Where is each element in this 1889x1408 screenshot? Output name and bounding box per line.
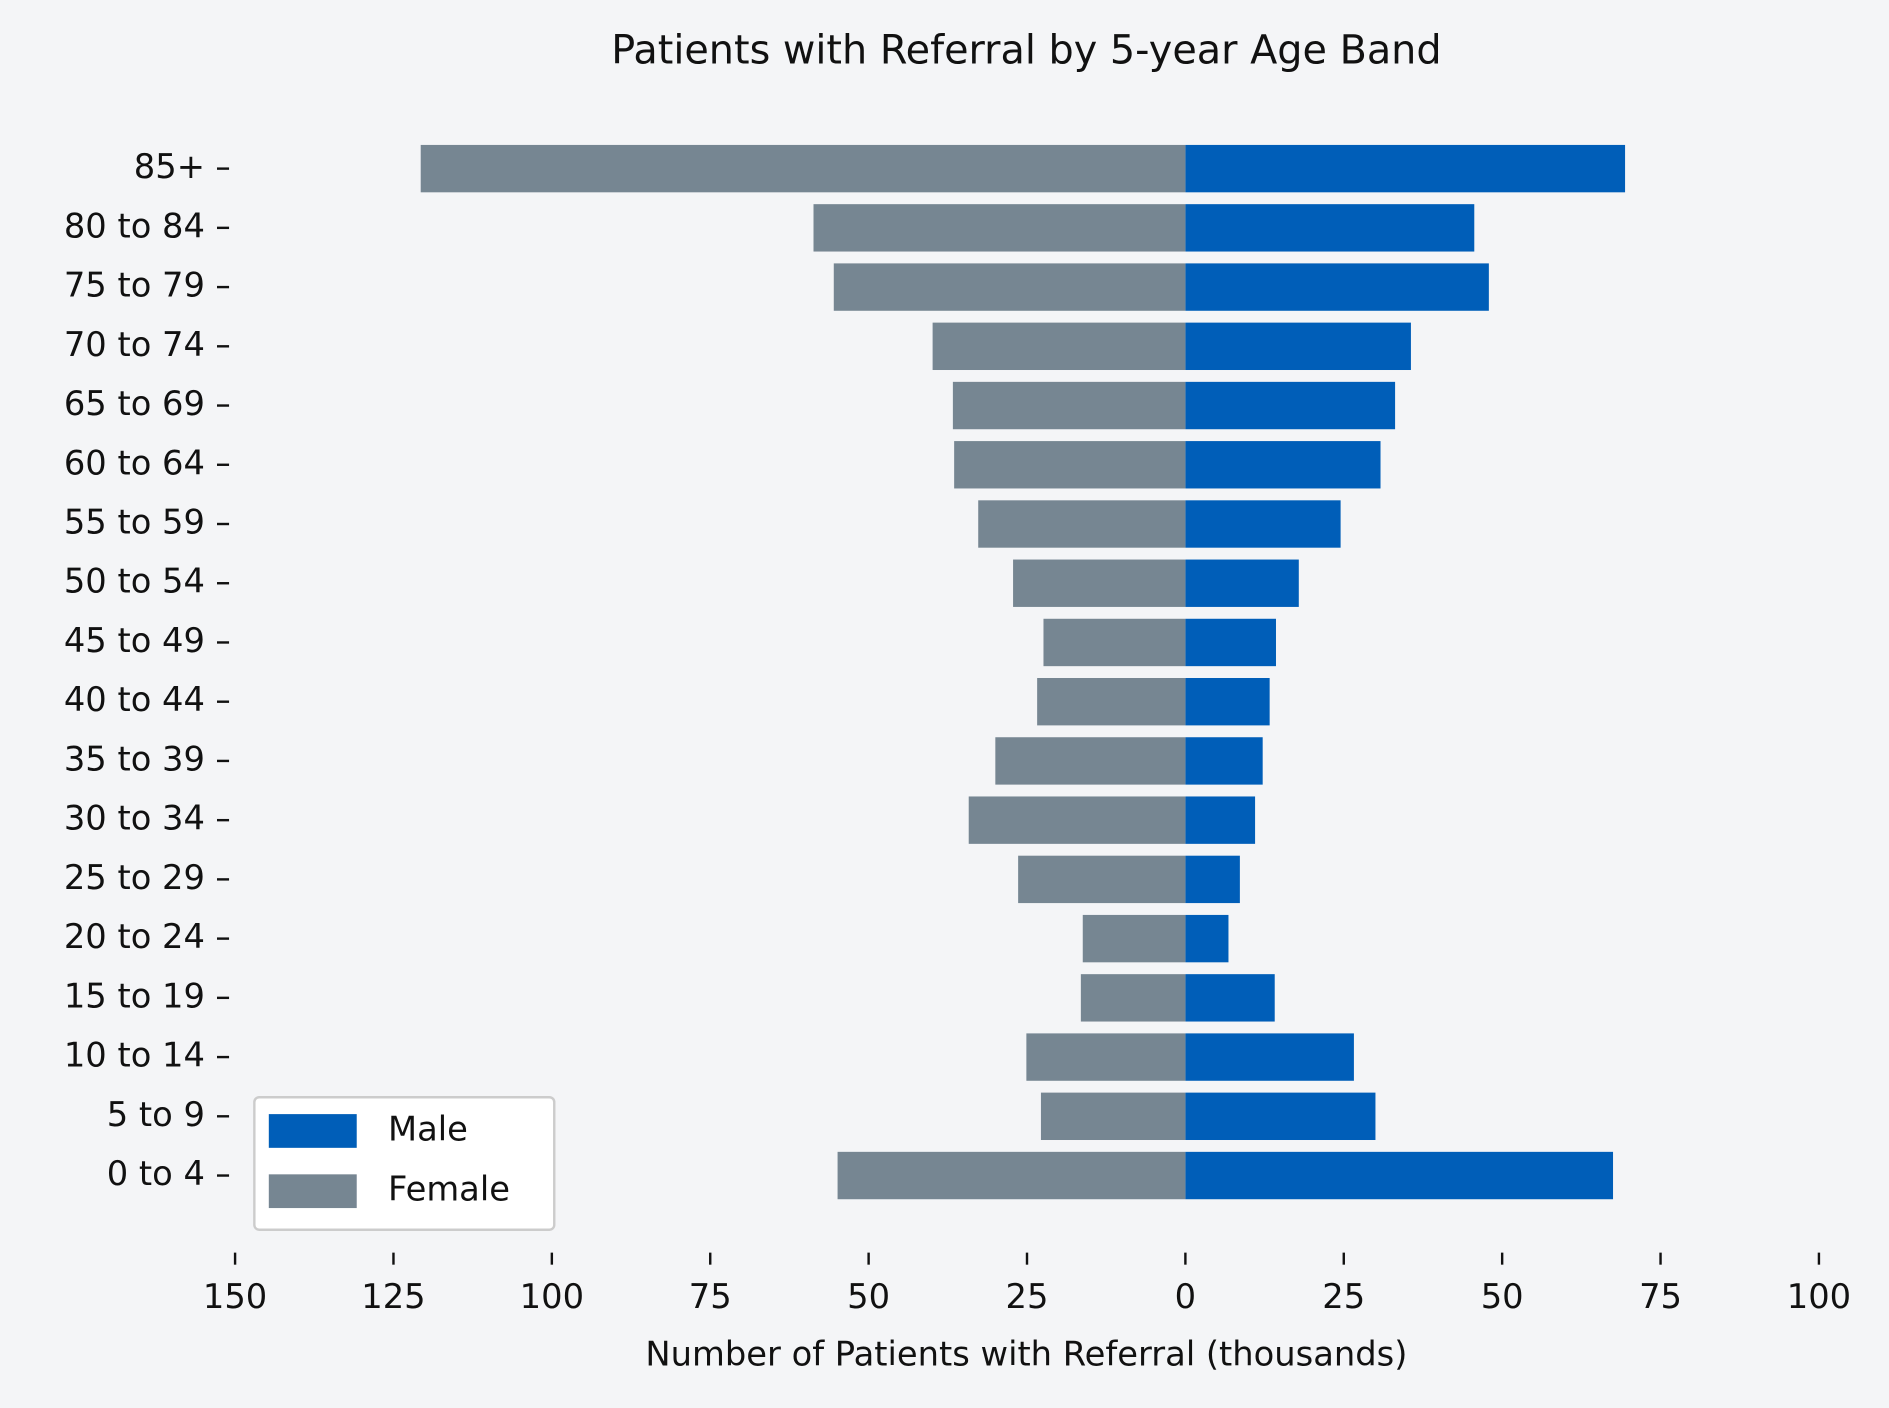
bar: [995, 737, 1186, 785]
y-tick-label: 0 to 4: [107, 1154, 205, 1193]
y-tick-label: 40 to 44: [64, 680, 205, 719]
y-tick-label: 55 to 59: [64, 503, 205, 542]
x-tick-label: 0: [1175, 1277, 1196, 1316]
bar: [1018, 855, 1186, 904]
bar: [1185, 1151, 1614, 1200]
bar: [1185, 144, 1626, 193]
bar: [1185, 1033, 1354, 1081]
y-tick-label: 35 to 39: [64, 739, 205, 778]
y-tick-label: 45 to 49: [64, 621, 205, 660]
x-tick-label: 50: [847, 1277, 890, 1316]
bar: [420, 144, 1186, 193]
bar: [1185, 381, 1396, 430]
bar: [1013, 559, 1186, 607]
bar: [1043, 618, 1186, 667]
x-tick-label: 150: [203, 1277, 267, 1316]
bar: [1185, 914, 1229, 963]
bar: [813, 204, 1186, 252]
bar: [952, 381, 1186, 430]
bar: [1185, 559, 1299, 607]
x-tick-label: 25: [1322, 1277, 1365, 1316]
y-tick-label: 50 to 54: [64, 562, 205, 601]
x-tick-label: 50: [1481, 1277, 1524, 1316]
bar: [837, 1151, 1186, 1200]
legend: Male Female: [253, 1096, 556, 1231]
bar: [1185, 618, 1276, 667]
bar: [978, 500, 1186, 548]
legend-swatch: [268, 1114, 357, 1148]
bar: [833, 263, 1186, 311]
bar: [1185, 796, 1256, 844]
x-axis-label: Number of Patients with Referral (thousa…: [645, 1335, 1407, 1374]
y-tick-label: 15 to 19: [64, 976, 205, 1015]
bar: [1185, 500, 1341, 548]
y-tick-label: 65 to 69: [64, 384, 205, 423]
x-tick-label: 100: [1787, 1277, 1851, 1316]
bar: [1185, 974, 1275, 1022]
bar: [1185, 737, 1263, 785]
legend-swatch: [268, 1174, 357, 1209]
y-tick-label: 20 to 24: [64, 917, 205, 956]
y-tick-label: 25 to 29: [64, 858, 205, 897]
bar: [954, 441, 1186, 489]
bar: [1185, 1092, 1376, 1141]
y-tick-label: 85+: [134, 147, 205, 186]
bar: [1185, 855, 1240, 904]
legend-label: Female: [388, 1170, 510, 1209]
bar: [1037, 678, 1186, 726]
bar: [1040, 1092, 1186, 1141]
x-tick-label: 125: [361, 1277, 425, 1316]
legend-label: Male: [388, 1109, 468, 1148]
y-tick-label: 75 to 79: [64, 266, 205, 305]
y-tick-label: 80 to 84: [64, 206, 205, 245]
bar: [1185, 263, 1489, 311]
bar: [1185, 204, 1475, 252]
bar: [1185, 441, 1381, 489]
x-tick-label: 75: [689, 1277, 732, 1316]
bar: [968, 796, 1186, 844]
bar: [1080, 974, 1186, 1022]
x-tick-label: 100: [520, 1277, 584, 1316]
x-tick-label: 75: [1639, 1277, 1682, 1316]
y-tick-label: 10 to 14: [64, 1036, 205, 1075]
bar: [1185, 322, 1411, 371]
bar: [1082, 914, 1186, 963]
x-tick-label: 25: [1006, 1277, 1049, 1316]
bar: [932, 322, 1186, 371]
y-tick-label: 5 to 9: [107, 1095, 205, 1134]
y-tick-label: 60 to 64: [64, 443, 205, 482]
y-tick-label: 30 to 34: [64, 799, 205, 838]
chart-title: Patients with Referral by 5-year Age Ban…: [611, 27, 1441, 73]
bar: [1185, 678, 1270, 726]
y-tick-label: 70 to 74: [64, 325, 205, 364]
bar: [1026, 1033, 1186, 1081]
